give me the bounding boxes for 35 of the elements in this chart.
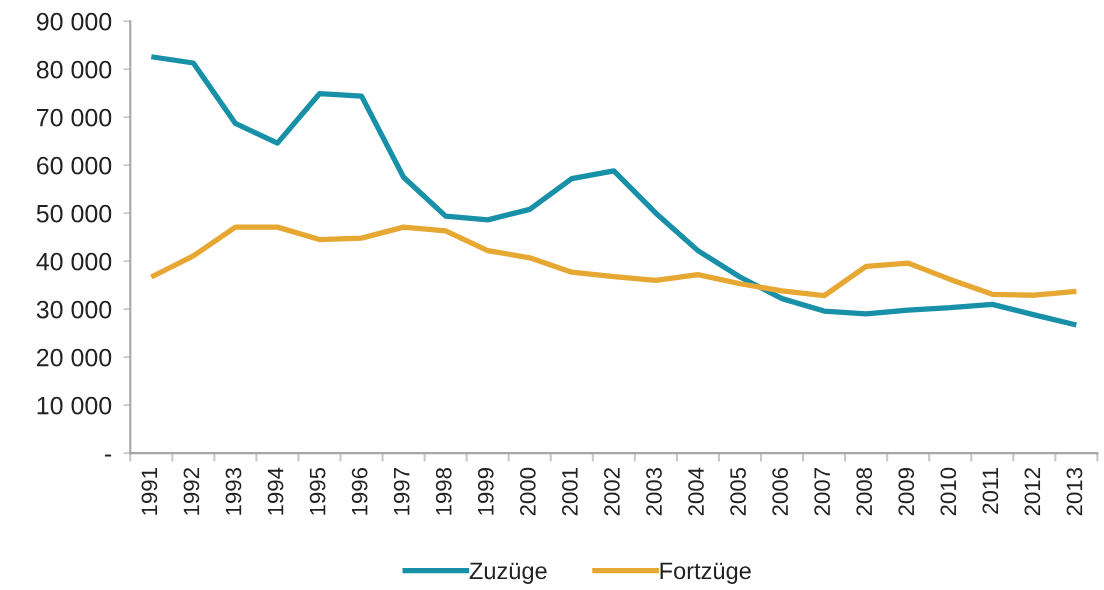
x-tick-label: 2005 bbox=[730, 467, 746, 516]
x-tick-label: 1996 bbox=[351, 467, 368, 515]
x-tick-label: 2006 bbox=[772, 467, 788, 516]
x-tick-label: 1999 bbox=[477, 468, 494, 515]
x-tick-label: 2002 bbox=[604, 468, 620, 516]
y-tick-label: 80 000 bbox=[36, 60, 112, 79]
x-tick-label: 2013 bbox=[1066, 467, 1083, 516]
x-tick-label: 2011 bbox=[982, 468, 999, 514]
x-tick-label: 1992 bbox=[183, 468, 200, 515]
x-tick-label: 1991 bbox=[141, 468, 158, 515]
x-tick-label: 2012 bbox=[1024, 468, 1041, 516]
x-tick-label: 1993 bbox=[225, 467, 242, 515]
y-tick-label: 40 000 bbox=[36, 252, 112, 271]
x-tick-label: 2001 bbox=[562, 468, 578, 516]
legend-label: Zuzüge bbox=[469, 562, 547, 584]
x-tick-label: 2010 bbox=[940, 467, 957, 516]
y-tick-label: 90 000 bbox=[36, 12, 112, 31]
y-tick-label: 20 000 bbox=[37, 348, 112, 367]
x-tick-label: 2000 bbox=[519, 467, 536, 516]
y-tick-label: 70 000 bbox=[37, 108, 112, 127]
x-tick-label: 1994 bbox=[267, 467, 284, 515]
x-tick-label: 1997 bbox=[393, 468, 410, 515]
x-tick-label: 2008 bbox=[856, 467, 873, 516]
y-tick-label: 60 000 bbox=[37, 156, 112, 175]
y-tick-label: 30 000 bbox=[36, 300, 112, 319]
x-tick-label: 2007 bbox=[814, 468, 831, 516]
x-tick-label: 2009 bbox=[898, 468, 915, 516]
legend-label: Fortzüge bbox=[660, 562, 751, 584]
y-tick-label: 50 000 bbox=[36, 204, 112, 223]
x-tick-label: 2004 bbox=[688, 467, 704, 516]
x-tick-label: 2003 bbox=[646, 467, 662, 516]
x-tick-label: 1995 bbox=[309, 467, 326, 515]
y-tick-label: 10 000 bbox=[37, 396, 112, 415]
x-tick-label: 1998 bbox=[435, 467, 452, 515]
y-tick-label: - bbox=[105, 454, 112, 457]
